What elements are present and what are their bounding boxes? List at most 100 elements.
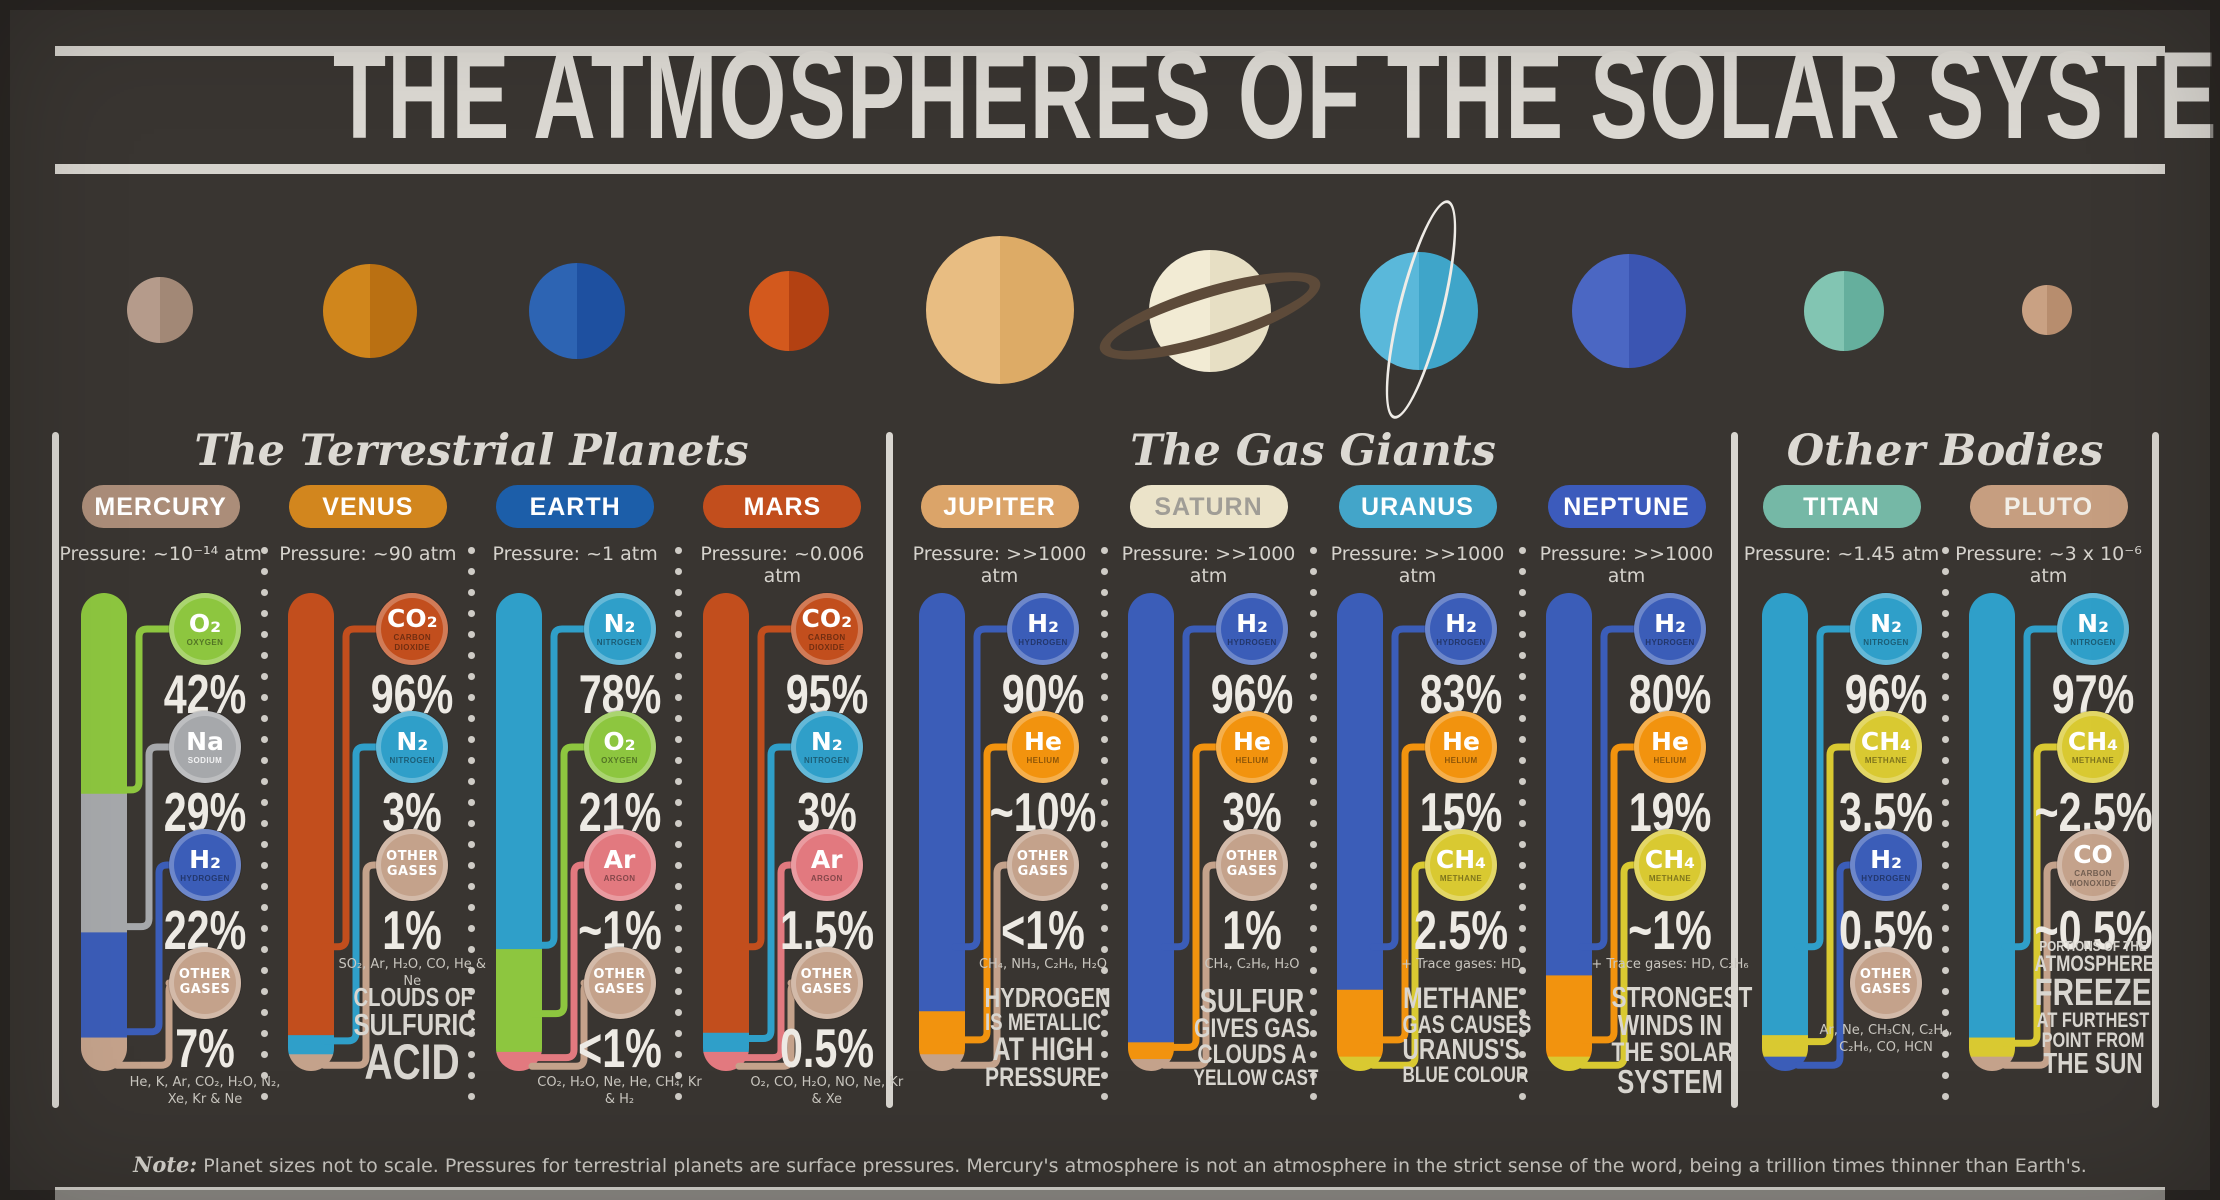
gas-name: METHANE xyxy=(1648,873,1692,883)
gas-percent: 7% xyxy=(175,1017,235,1079)
gas-circle-hydrogen: H₂ HYDROGEN xyxy=(169,829,241,901)
gas-formula: OTHER GASES xyxy=(800,967,853,997)
gas-percent: 1% xyxy=(1222,899,1282,961)
gas-formula: Ar xyxy=(603,844,636,874)
gas-circle-helium: He HELIUM xyxy=(1007,711,1079,783)
column-dotted-divider xyxy=(468,547,475,1107)
column-note-line: URANUS'S xyxy=(1402,1034,1520,1067)
gas-name: HELIUM xyxy=(1444,755,1478,765)
gas-name: HYDROGEN xyxy=(1018,637,1068,647)
gas-circle-other-gases: OTHER GASES xyxy=(1216,829,1288,901)
section-divider-line xyxy=(886,432,893,1108)
column-note-line: PORTIONS OF THE xyxy=(2039,938,2147,955)
planet-badge: URANUS xyxy=(1338,485,1497,528)
gas-percent: ~0.5% xyxy=(2034,899,2153,961)
planet-column-titan: TITAN Pressure: ~1.45 atm N₂ NITROGEN 96% CH₄… xyxy=(1738,485,1953,1140)
gas-connector-line xyxy=(1578,743,1638,1044)
planet-column-earth: EARTH Pressure: ~1 atm N₂ NITROGEN 78% O₂ OXYG… xyxy=(472,485,702,1140)
gas-percent: 0.5% xyxy=(779,1017,874,1079)
gas-name: ARGON xyxy=(603,873,636,883)
column-note-line: CLOUDS OF xyxy=(353,982,474,1012)
planet-column-mars: MARS Pressure: ~0.006 atm CO₂ CARBON DIOXID… xyxy=(679,485,903,1140)
gas-formula: OTHER GASES xyxy=(593,967,646,997)
planet-column-saturn: SATURN Pressure: >>1000 atm H₂ HYDROGEN 96% H… xyxy=(1104,485,1318,1140)
gas-connector-line xyxy=(1369,743,1429,1044)
planet-badge: MARS xyxy=(703,485,862,528)
gas-detail: SO₂, Ar, H₂O, CO, He & Ne xyxy=(338,957,487,989)
composition-bar-chart xyxy=(495,593,595,1071)
gas-name: METHANE xyxy=(1439,873,1483,883)
gas-circle-carbon-monoxide: CO CARBON MONOXIDE xyxy=(2057,829,2129,901)
gas-circle-helium: He HELIUM xyxy=(1425,711,1497,783)
gas-name: OXYGEN xyxy=(601,755,638,765)
planet-mercury-illustration xyxy=(127,277,193,343)
composition-bar-chart xyxy=(1128,593,1220,1071)
section-title: The Terrestrial Planets xyxy=(194,426,749,476)
gas-connector-line xyxy=(951,625,1011,951)
gas-circle-nitrogen: N₂ NITROGEN xyxy=(790,711,863,783)
gas-connector-line xyxy=(320,743,380,1045)
column-note-line: SYSTEM xyxy=(1617,1062,1723,1100)
section-3: Other Bodies TITAN Pressure: ~1.45 atm N₂ NI… xyxy=(1738,426,2155,1140)
column-note-line: SULFURIC xyxy=(353,1006,476,1042)
pressure-label: Pressure: ~3 x 10⁻⁶ atm xyxy=(1955,543,2142,587)
gas-connector-line xyxy=(1578,625,1638,951)
gas-circle-hydrogen: H₂ HYDROGEN xyxy=(1634,593,1706,665)
gas-formula: N₂ xyxy=(2077,608,2109,638)
column-dotted-divider xyxy=(1941,547,1949,1107)
composition-bar-chart xyxy=(288,593,380,1071)
gas-detail: + Trace gases: HD xyxy=(1401,957,1521,972)
planet-pluto-illustration xyxy=(2022,285,2072,335)
gas-formula: He xyxy=(1233,726,1271,756)
pressure-label: Pressure: ~0.006 atm xyxy=(700,543,865,587)
gas-connector-line xyxy=(1160,743,1220,1051)
gas-percent: 2.5% xyxy=(1413,899,1509,961)
gas-name: NITROGEN xyxy=(596,637,643,647)
gas-circle-nitrogen: N₂ NITROGEN xyxy=(1850,593,1922,665)
composition-bar-chart xyxy=(1969,593,2061,1071)
gas-formula: CH₄ xyxy=(1644,844,1696,874)
gas-detail: + Trace gases: HD, C₂H₆ xyxy=(1591,957,1749,972)
gas-detail: CO₂, H₂O, Ne, He, CH₄, Kr & H₂ xyxy=(537,1075,702,1107)
gas-circle-hydrogen: H₂ HYDROGEN xyxy=(1007,593,1079,665)
gas-detail: CH₄, C₂H₆, H₂O xyxy=(1204,957,1300,972)
column-note-line: HYDROGEN xyxy=(984,982,1111,1013)
footer-note-label: Note: xyxy=(133,1152,198,1177)
gas-circle-oxygen: O₂ OXYGEN xyxy=(583,711,656,783)
planet-badge: MERCURY xyxy=(81,485,240,528)
gas-name: CARBON MONOXIDE xyxy=(2069,868,2117,888)
planet-badge: SATURN xyxy=(1129,485,1288,528)
gas-circle-methane: CH₄ METHANE xyxy=(1634,829,1706,901)
gas-connector-line xyxy=(113,743,173,931)
planet-column-neptune: NEPTUNE Pressure: >>1000 atm H₂ HYDROGEN 80%… xyxy=(1522,485,1752,1140)
gas-name: HELIUM xyxy=(1235,755,1269,765)
gas-formula: N₂ xyxy=(1870,608,1902,638)
planet-jupiter-illustration xyxy=(926,236,1074,384)
gas-connector-line xyxy=(1369,625,1429,951)
column-note: PORTIONS OF THE ATMOSPHERE FREEZE AT FURTHE… xyxy=(2018,938,2168,1081)
gas-connector-line xyxy=(320,625,380,951)
gas-circle-nitrogen: N₂ NITROGEN xyxy=(2057,593,2129,665)
gas-formula: H₂ xyxy=(1870,844,1902,874)
section-title: Other Bodies xyxy=(1786,426,2104,476)
composition-bar-chart xyxy=(81,593,181,1071)
planet-column-venus: VENUS Pressure: ~90 atm CO₂ CARBON DIOXIDE 9… xyxy=(264,485,486,1140)
gas-detail: Ar, Ne, CH₃CN, C₂H₄, C₂H₆, CO, HCN xyxy=(1819,1023,1953,1055)
gas-formula: OTHER GASES xyxy=(178,967,232,997)
column-note-line: THE SUN xyxy=(2043,1048,2143,1081)
gas-circle-helium: He HELIUM xyxy=(1216,711,1288,783)
gas-name: NITROGEN xyxy=(1863,637,1909,647)
column-note-line: METHANE xyxy=(1403,982,1519,1015)
gas-formula: H₂ xyxy=(1654,608,1686,638)
composition-bar-chart xyxy=(1762,593,1854,1071)
section-title: The Gas Giants xyxy=(1130,426,1496,476)
gas-detail: O₂, CO, H₂O, NO, Ne, Kr & Xe xyxy=(750,1075,904,1107)
gas-formula: He xyxy=(1651,726,1689,756)
column-note-line: SULFUR xyxy=(1199,982,1305,1019)
gas-name: HYDROGEN xyxy=(1645,637,1695,647)
column-note: SULFUR GIVES GAS CLOUDS A YELLOW CAST xyxy=(1177,982,1327,1089)
gas-circle-methane: CH₄ METHANE xyxy=(2057,711,2129,783)
gas-circle-other-gases: OTHER GASES xyxy=(376,829,449,901)
gas-name: SODIUM xyxy=(187,755,223,765)
column-note: HYDROGEN IS METALLIC AT HIGH PRESSURE xyxy=(968,982,1118,1090)
